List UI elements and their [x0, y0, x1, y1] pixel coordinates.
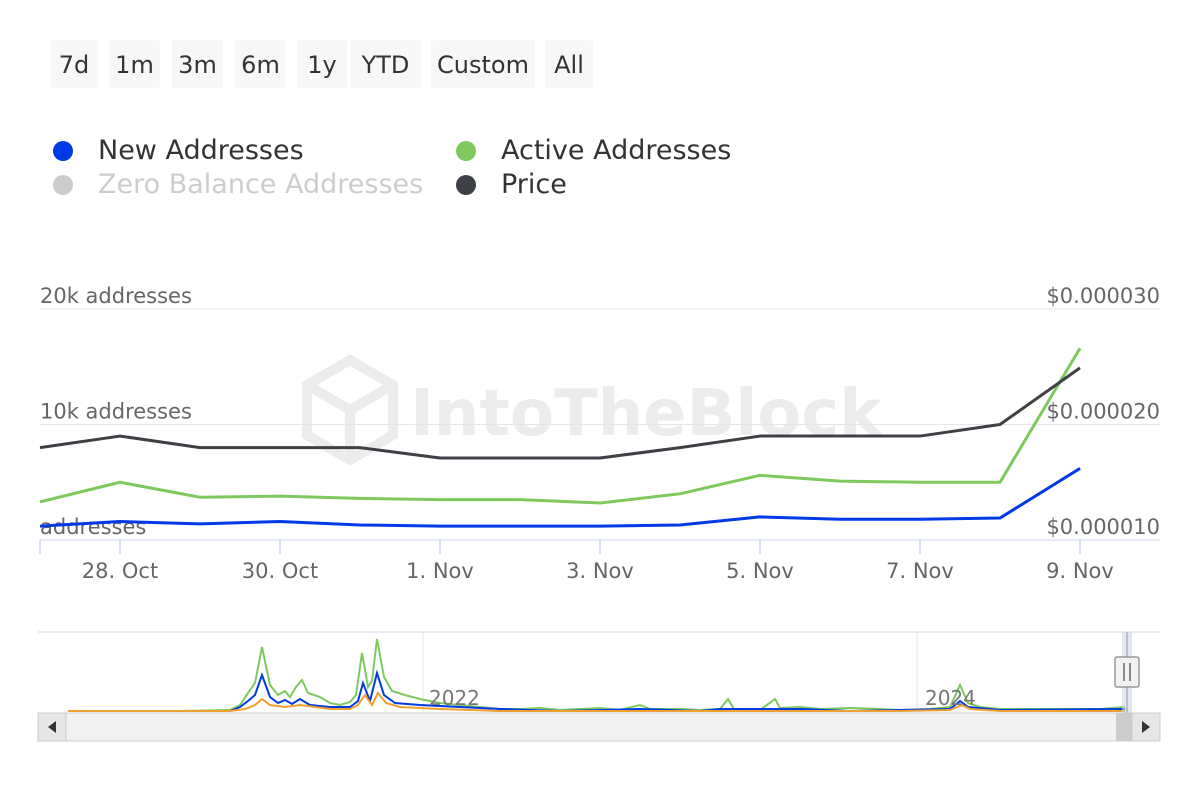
legend-label: Price — [501, 169, 567, 200]
legend-marker-icon — [53, 175, 73, 195]
legend-marker-icon — [456, 141, 476, 161]
range-button-ytd[interactable]: YTD — [350, 40, 421, 88]
watermark: IntoTheBlock — [302, 354, 883, 466]
x-tick-label: 9. Nov — [1046, 559, 1114, 583]
navigator-handle[interactable] — [1114, 656, 1140, 688]
scrollbar[interactable] — [37, 712, 1161, 742]
scrollbar-track[interactable] — [37, 712, 1161, 742]
range-button-3m[interactable]: 3m — [172, 40, 223, 88]
legend-label: Zero Balance Addresses — [98, 169, 424, 200]
y-right-tick-label: $0.000010 — [1046, 515, 1160, 539]
y-left-tick-label: 20k addresses — [40, 284, 192, 308]
range-button-custom[interactable]: Custom — [431, 40, 535, 88]
y-axis-left-labels: addresses 10k addresses 20k addresses — [40, 284, 192, 539]
x-tick-label: 7. Nov — [886, 559, 954, 583]
range-button-6m[interactable]: 6m — [235, 40, 286, 88]
navigator-tick-label: 2022 — [429, 686, 480, 710]
series-line-active-addresses[interactable] — [39, 347, 1082, 505]
y-axis-right-labels: $0.000010 $0.000020 $0.000030 — [1046, 284, 1160, 539]
main-chart: IntoTheBlock addresses 10k addresses 20k a… — [39, 284, 1160, 583]
range-button-1m[interactable]: 1m — [109, 40, 160, 88]
legend-label: New Addresses — [98, 135, 304, 166]
scroll-right-arrow-icon — [1142, 721, 1150, 733]
watermark-text: IntoTheBlock — [410, 377, 883, 451]
range-button-7d[interactable]: 7d — [50, 40, 98, 88]
series-lines — [39, 347, 1082, 528]
legend-marker-icon — [53, 141, 73, 161]
scroll-left-arrow-icon — [48, 721, 56, 733]
series-line-new-addresses[interactable] — [39, 467, 1081, 528]
scrollbar-thumb[interactable] — [1116, 713, 1132, 741]
x-tick-label: 5. Nov — [726, 559, 794, 583]
x-tick-label: 1. Nov — [406, 559, 474, 583]
x-tick-label: 30. Oct — [242, 559, 318, 583]
navigator-series — [68, 638, 1126, 713]
series-line-price[interactable] — [39, 366, 1081, 460]
x-tick-label: 28. Oct — [82, 559, 158, 583]
x-tick-label: 3. Nov — [566, 559, 634, 583]
y-left-tick-label: addresses — [40, 515, 146, 539]
y-right-tick-label: $0.000030 — [1046, 284, 1160, 308]
navigator[interactable]: 2022 2024 — [0, 625, 1200, 755]
range-button-all[interactable]: All — [545, 40, 593, 88]
legend-marker-icon — [456, 175, 476, 195]
navigator-tick-label: 2024 — [925, 686, 976, 710]
legend-label: Active Addresses — [501, 135, 732, 166]
range-button-1y[interactable]: 1y — [297, 40, 347, 88]
navigator-series-price — [68, 691, 1125, 712]
y-left-tick-label: 10k addresses — [40, 400, 192, 424]
watermark-logo-icon — [302, 354, 398, 466]
y-right-tick-label: $0.000020 — [1046, 400, 1160, 424]
x-axis: 28. Oct 30. Oct 1. Nov 3. Nov 5. Nov 7. Nov 9.… — [39, 540, 1114, 583]
